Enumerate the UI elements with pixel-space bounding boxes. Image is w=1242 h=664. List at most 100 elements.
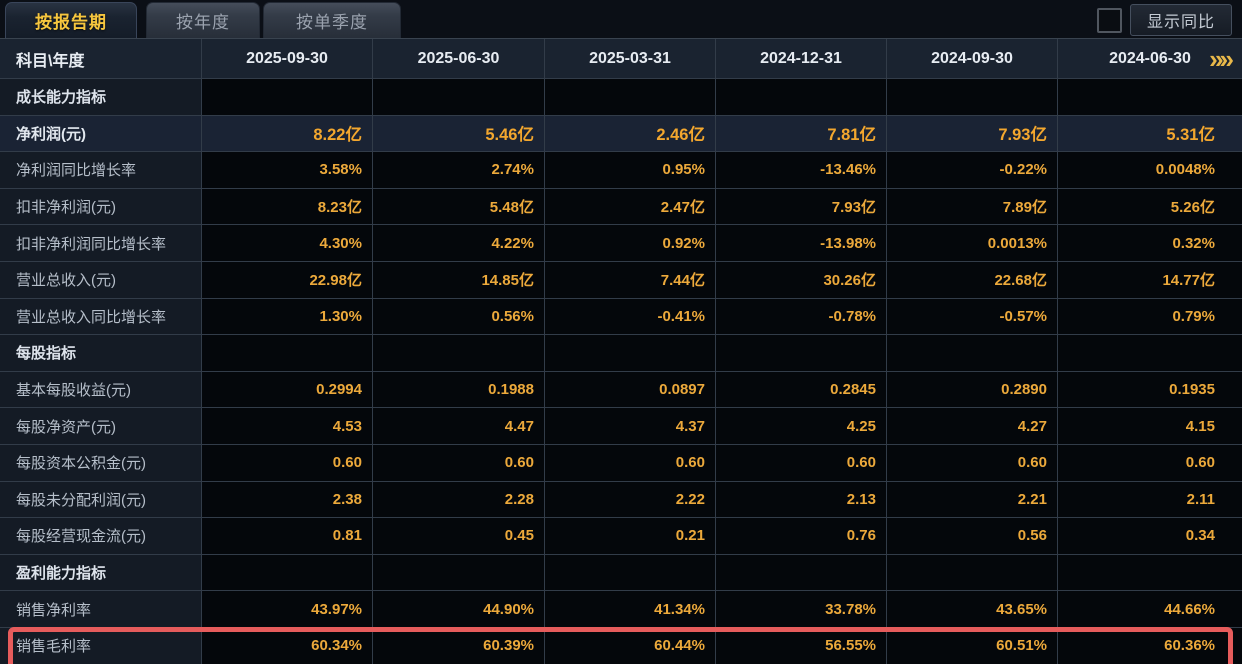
column-header-label: 2024-06-30 bbox=[1109, 49, 1191, 67]
show-yoy-button[interactable]: 显示同比 bbox=[1129, 4, 1232, 36]
value-cell: 4.15 bbox=[1058, 408, 1242, 444]
value-cell: 1.30% bbox=[202, 298, 373, 335]
value-cell: 0.60 bbox=[373, 444, 545, 481]
value-cell: 0.60 bbox=[716, 444, 887, 481]
value-cell: 5.31亿 bbox=[1058, 115, 1242, 152]
value-cell: 41.34% bbox=[545, 591, 716, 627]
value-cell: 7.44亿 bbox=[545, 261, 716, 298]
value-cell bbox=[373, 79, 545, 115]
value-cell: 30.26亿 bbox=[716, 261, 887, 298]
table-row: 营业总收入(元) 22.98亿 14.85亿 7.44亿 30.26亿 22.68亿 14.… bbox=[0, 261, 1242, 299]
tab-by-year[interactable]: 按年度 bbox=[146, 2, 260, 38]
value-cell: -13.98% bbox=[716, 225, 887, 261]
value-cell: 0.32% bbox=[1058, 225, 1242, 261]
row-label: 每股指标 bbox=[0, 335, 202, 371]
more-columns-chevron-icon[interactable]: »» bbox=[1209, 43, 1234, 74]
column-header: 2024-09-30 bbox=[887, 39, 1058, 78]
table-row: 每股净资产(元) 4.53 4.47 4.37 4.25 4.27 4.15 bbox=[0, 408, 1242, 445]
value-cell: 0.0048% bbox=[1058, 152, 1242, 188]
value-cell: 2.47亿 bbox=[545, 188, 716, 225]
value-cell bbox=[545, 79, 716, 115]
value-cell: 4.27 bbox=[887, 408, 1058, 444]
value-cell: 0.1988 bbox=[373, 371, 545, 408]
value-cell: 8.22亿 bbox=[202, 115, 373, 152]
value-cell bbox=[1058, 554, 1242, 591]
row-label: 每股经营现金流(元) bbox=[0, 518, 202, 554]
row-label: 营业总收入(元) bbox=[0, 261, 202, 298]
value-cell: 4.22% bbox=[373, 225, 545, 261]
table-header-row: 科目\年度 2025-09-30 2025-06-30 2025-03-31 2… bbox=[0, 39, 1242, 79]
value-cell bbox=[716, 335, 887, 371]
value-cell: 33.78% bbox=[716, 591, 887, 627]
value-cell bbox=[1058, 335, 1242, 371]
value-cell bbox=[202, 554, 373, 591]
value-cell: 2.38 bbox=[202, 481, 373, 518]
table-row: 营业总收入同比增长率 1.30% 0.56% -0.41% -0.78% -0.57% 0.… bbox=[0, 298, 1242, 336]
value-cell: 7.93亿 bbox=[887, 115, 1058, 152]
value-cell: 2.46亿 bbox=[545, 115, 716, 152]
column-header: 2025-09-30 bbox=[202, 39, 373, 78]
table-body: 成长能力指标 净利润(元) 8.22亿 5.46亿 2.46亿 7.81亿 7.93亿 5.3… bbox=[0, 79, 1242, 664]
row-label: 成长能力指标 bbox=[0, 79, 202, 115]
value-cell: 0.60 bbox=[1058, 444, 1242, 481]
value-cell: 2.28 bbox=[373, 481, 545, 518]
show-yoy-checkbox[interactable] bbox=[1096, 7, 1122, 33]
value-cell: 0.92% bbox=[545, 225, 716, 261]
value-cell: 0.76 bbox=[716, 518, 887, 554]
table-row: 每股指标 bbox=[0, 335, 1242, 372]
value-cell: 44.66% bbox=[1058, 591, 1242, 627]
value-cell: -0.41% bbox=[545, 298, 716, 335]
value-cell bbox=[716, 79, 887, 115]
value-cell: -0.57% bbox=[887, 298, 1058, 335]
value-cell: 0.95% bbox=[545, 152, 716, 188]
value-cell: 5.48亿 bbox=[373, 188, 545, 225]
value-cell: 7.93亿 bbox=[716, 188, 887, 225]
value-cell bbox=[716, 554, 887, 591]
row-label: 每股资本公积金(元) bbox=[0, 444, 202, 481]
value-cell: 4.25 bbox=[716, 408, 887, 444]
value-cell: 5.26亿 bbox=[1058, 188, 1242, 225]
value-cell: 60.34% bbox=[202, 627, 373, 664]
value-cell: 0.45 bbox=[373, 518, 545, 554]
column-header: 2024-06-30 »» bbox=[1058, 39, 1242, 78]
value-cell: 3.58% bbox=[202, 152, 373, 188]
value-cell: 56.55% bbox=[716, 627, 887, 664]
row-label: 净利润(元) bbox=[0, 115, 202, 152]
value-cell bbox=[887, 554, 1058, 591]
value-cell: 0.2890 bbox=[887, 371, 1058, 408]
value-cell bbox=[887, 79, 1058, 115]
value-cell bbox=[1058, 79, 1242, 115]
value-cell bbox=[887, 335, 1058, 371]
value-cell: 0.2845 bbox=[716, 371, 887, 408]
value-cell: 0.56% bbox=[373, 298, 545, 335]
value-cell: 4.53 bbox=[202, 408, 373, 444]
tab-by-single-quarter[interactable]: 按单季度 bbox=[263, 2, 401, 38]
value-cell: 0.21 bbox=[545, 518, 716, 554]
value-cell: 2.11 bbox=[1058, 481, 1242, 518]
value-cell: 2.21 bbox=[887, 481, 1058, 518]
table-row: 每股未分配利润(元) 2.38 2.28 2.22 2.13 2.21 2.11 bbox=[0, 481, 1242, 519]
value-cell: 0.60 bbox=[887, 444, 1058, 481]
table-row: 成长能力指标 bbox=[0, 79, 1242, 116]
value-cell: 7.89亿 bbox=[887, 188, 1058, 225]
value-cell: 22.68亿 bbox=[887, 261, 1058, 298]
row-label: 扣非净利润同比增长率 bbox=[0, 225, 202, 261]
value-cell: 4.37 bbox=[545, 408, 716, 444]
value-cell: 60.36% bbox=[1058, 627, 1242, 664]
table-row: 扣非净利润(元) 8.23亿 5.48亿 2.47亿 7.93亿 7.89亿 5.26亿 bbox=[0, 188, 1242, 226]
period-tab-bar: 按报告期 按年度 按单季度 显示同比 bbox=[0, 0, 1242, 38]
corner-header-cell: 科目\年度 bbox=[0, 39, 202, 78]
value-cell: 60.44% bbox=[545, 627, 716, 664]
row-label: 销售毛利率 bbox=[0, 627, 202, 664]
table-row: 每股经营现金流(元) 0.81 0.45 0.21 0.76 0.56 0.34 bbox=[0, 518, 1242, 555]
tab-by-report-period[interactable]: 按报告期 bbox=[5, 2, 137, 38]
value-cell bbox=[202, 335, 373, 371]
value-cell: 0.60 bbox=[545, 444, 716, 481]
table-row: 基本每股收益(元) 0.2994 0.1988 0.0897 0.2845 0.2890 0… bbox=[0, 371, 1242, 409]
value-cell: 43.97% bbox=[202, 591, 373, 627]
value-cell: 0.56 bbox=[887, 518, 1058, 554]
column-header: 2024-12-31 bbox=[716, 39, 887, 78]
row-label: 每股净资产(元) bbox=[0, 408, 202, 444]
value-cell bbox=[373, 335, 545, 371]
value-cell: 2.22 bbox=[545, 481, 716, 518]
